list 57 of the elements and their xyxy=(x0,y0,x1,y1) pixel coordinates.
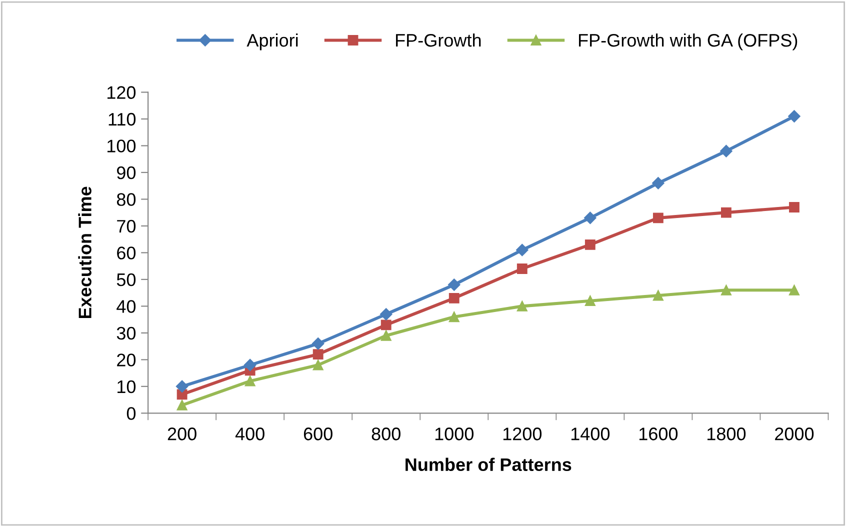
y-tick-label: 120 xyxy=(108,86,136,99)
point xyxy=(584,212,596,224)
point xyxy=(312,349,324,360)
x-tick-label: 2000 xyxy=(775,428,814,440)
point xyxy=(516,264,528,274)
point xyxy=(312,338,324,350)
point xyxy=(176,389,188,400)
point xyxy=(789,284,800,296)
point xyxy=(652,212,664,224)
point xyxy=(789,202,800,212)
x-tick-label: 1400 xyxy=(571,428,610,440)
y-tick-label: 10 xyxy=(118,380,136,394)
point xyxy=(516,300,528,312)
y-tick-label: 30 xyxy=(116,326,136,340)
x-tick-label: 1800 xyxy=(708,428,746,440)
y-tick-label: 110 xyxy=(108,112,136,126)
point xyxy=(176,400,188,410)
x-tick-label: 600 xyxy=(304,428,332,440)
point xyxy=(448,292,460,304)
point xyxy=(652,177,664,190)
y-tick-label: 60 xyxy=(117,246,136,260)
point xyxy=(720,144,732,158)
x-tick-label: 400 xyxy=(235,428,264,440)
legend-label: Apriori xyxy=(246,33,298,50)
point xyxy=(652,290,664,301)
x-tick-label: 1200 xyxy=(503,428,542,440)
point xyxy=(448,278,460,291)
point xyxy=(312,360,324,370)
legend-label: FP-Growth with GA (OFPS) xyxy=(578,33,798,50)
x-tick-label: 1000 xyxy=(435,428,474,440)
point xyxy=(176,380,188,393)
x-tick-label: 200 xyxy=(168,428,196,440)
x-tick-label: 1600 xyxy=(639,428,678,440)
point xyxy=(244,376,256,386)
y-tick-label: 80 xyxy=(116,193,136,206)
x-tick-label: 800 xyxy=(372,428,400,440)
y-tick-label: 50 xyxy=(116,273,136,286)
y-tick-label: 40 xyxy=(116,300,136,313)
y-axis-title: Execution Time xyxy=(78,186,92,318)
y-tick-label: 70 xyxy=(117,220,136,233)
point xyxy=(244,358,256,372)
point xyxy=(584,239,596,250)
y-tick-label: 20 xyxy=(117,354,136,366)
point xyxy=(788,110,800,122)
point xyxy=(448,312,460,322)
y-tick-label: 100 xyxy=(108,140,136,152)
y-tick-label: 90 xyxy=(117,166,136,180)
point xyxy=(380,320,392,330)
point xyxy=(380,330,392,341)
point xyxy=(380,308,392,320)
y-tick-label: 0 xyxy=(126,407,136,420)
point xyxy=(721,207,732,218)
point xyxy=(516,244,528,256)
point xyxy=(584,296,596,306)
x-axis-title: Number of Patterns xyxy=(406,458,572,472)
legend-label: FP-Growth xyxy=(396,33,481,47)
point xyxy=(721,284,732,296)
